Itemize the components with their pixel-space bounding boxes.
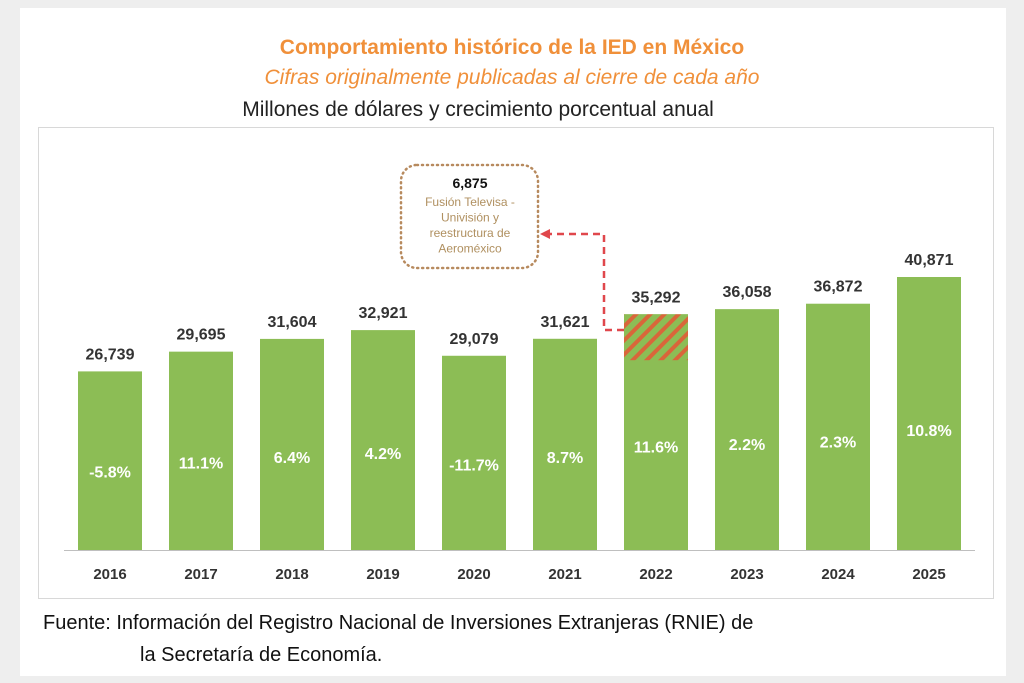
plot-area <box>38 127 994 599</box>
x-tick-label: 2019 <box>366 566 399 583</box>
x-tick-label: 2021 <box>548 566 581 583</box>
value-label: 40,871 <box>905 252 954 269</box>
value-label: 29,695 <box>177 327 226 344</box>
bar-2025 <box>897 277 961 550</box>
annotation-text: Univisión y <box>441 211 499 225</box>
value-label: 35,292 <box>632 289 681 306</box>
chart-subtitle: Cifras originalmente publicadas al cierr… <box>264 66 760 89</box>
x-tick-label: 2020 <box>457 566 490 583</box>
x-tick-label: 2017 <box>184 566 217 583</box>
bar-2016 <box>78 371 142 550</box>
value-label: 36,058 <box>723 284 772 301</box>
x-tick-label: 2024 <box>821 566 855 583</box>
annotation-text: Aeroméxico <box>438 242 502 256</box>
value-label: 29,079 <box>450 331 499 348</box>
value-label: 31,621 <box>541 314 590 331</box>
source-note: Fuente: Información del Registro Naciona… <box>43 607 753 671</box>
growth-label: 4.2% <box>365 446 401 463</box>
growth-label: 11.6% <box>634 439 678 456</box>
x-tick-label: 2018 <box>275 566 308 583</box>
x-tick-label: 2022 <box>639 566 672 583</box>
bar-2019 <box>351 330 415 550</box>
annotation-value: 6,875 <box>452 175 487 191</box>
bar-2018 <box>260 338 324 550</box>
growth-label: 10.8% <box>906 423 951 440</box>
value-label: 36,872 <box>814 279 863 296</box>
bar-2020 <box>442 355 506 550</box>
bar-2017 <box>169 351 233 550</box>
highlight-hatch <box>624 314 688 361</box>
annotation-box <box>399 163 540 270</box>
growth-label: 2.3% <box>820 435 856 452</box>
bar-2023 <box>715 309 779 550</box>
chart-title: Comportamiento histórico de la IED en Mé… <box>279 36 745 59</box>
source-line-2: la Secretaría de Economía. <box>140 644 383 666</box>
arrowhead-icon <box>540 229 550 239</box>
growth-label: -5.8% <box>89 464 131 481</box>
value-label: 26,739 <box>86 346 135 363</box>
chart-units: Millones de dólares y crecimiento porcen… <box>242 98 714 121</box>
x-tick-label: 2016 <box>93 566 126 583</box>
growth-label: -11.7% <box>449 458 499 475</box>
growth-label: 2.2% <box>729 437 765 454</box>
bar-2024 <box>806 303 870 550</box>
annotation-text: reestructura de <box>430 226 511 240</box>
annotation-arrow <box>548 232 624 332</box>
growth-label: 8.7% <box>547 450 583 467</box>
annotation-text: Fusión Televisa - <box>425 195 515 209</box>
value-label: 32,921 <box>359 305 408 322</box>
x-tick-label: 2023 <box>730 566 763 583</box>
growth-label: 6.4% <box>274 450 310 467</box>
x-tick-label: 2025 <box>912 566 945 583</box>
bar-2021 <box>533 338 597 550</box>
value-label: 31,604 <box>268 314 317 331</box>
growth-label: 11.1% <box>179 456 223 473</box>
source-line-1: Fuente: Información del Registro Naciona… <box>43 612 754 634</box>
